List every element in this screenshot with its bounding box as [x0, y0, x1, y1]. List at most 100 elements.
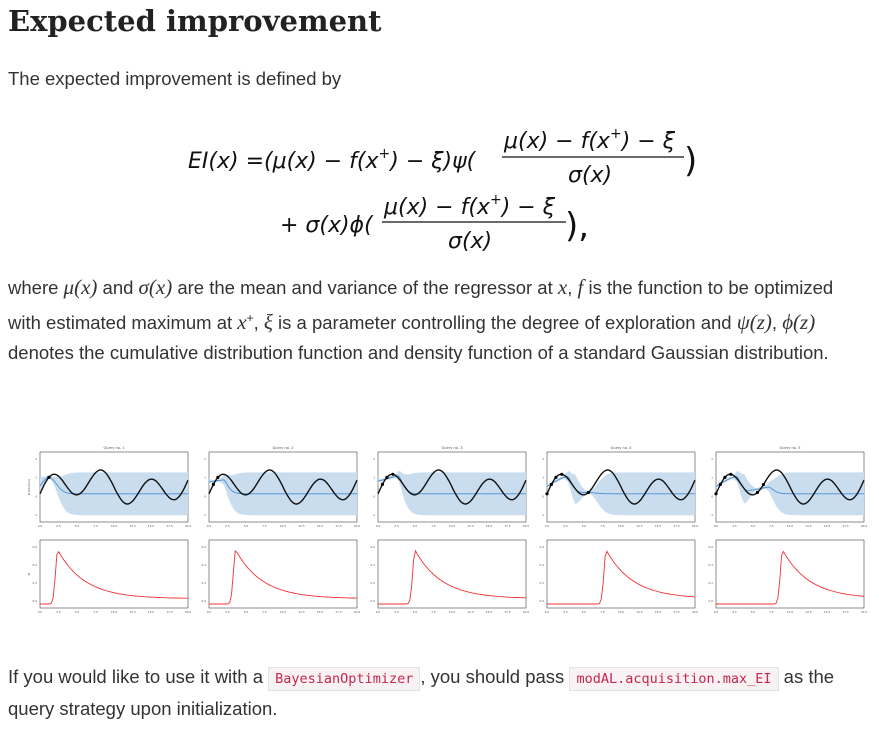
y-tick-label: 0.4: [33, 563, 38, 567]
x-tick-label: 10.0: [618, 524, 624, 528]
top-y-axis-label: Predictions: [27, 478, 31, 495]
y-tick-label: 0.6: [709, 545, 714, 549]
x-tick-label: 5.0: [582, 524, 587, 528]
y-tick-label: -1: [541, 513, 544, 517]
expected-improvement-curve: [547, 550, 696, 605]
x-tick-label: 5.0: [413, 524, 418, 528]
x-tick-label: 5.0: [582, 610, 587, 614]
formula-frac2-denominator: σ(x): [448, 229, 492, 254]
y-tick-label: 2: [542, 457, 544, 461]
query-title: Query no. 1: [103, 446, 124, 450]
y-tick-label: -1: [34, 513, 37, 517]
x-tick-label: 0.0: [207, 524, 212, 528]
x-tick-label: 0.0: [545, 610, 550, 614]
x-tick-label: 2.5: [394, 610, 399, 614]
y-tick-label: 0.6: [371, 545, 376, 549]
x-tick-label: 0.0: [714, 524, 719, 528]
x-tick-label: 15.0: [148, 524, 154, 528]
bottom-axes-frame: [715, 539, 865, 609]
x-tick-label: 7.5: [600, 524, 605, 528]
formula-frac1-numerator: μ(x) − f(x+) − ξ: [503, 126, 676, 154]
x-tick-label: 7.5: [600, 610, 605, 614]
formula-line2-lhs: + σ(x)ϕ(: [280, 213, 374, 238]
x-tick-label: 7.5: [93, 610, 98, 614]
x-tick-label: 2.5: [732, 524, 737, 528]
query-title: Query no. 2: [272, 446, 293, 450]
y-tick-label: 0: [204, 494, 206, 498]
x-tick-label: 7.5: [769, 610, 774, 614]
true-function-line: [546, 469, 696, 505]
x-tick-label: 10.0: [111, 524, 117, 528]
f-symbol: f: [577, 275, 584, 299]
x-tick-label: 17.5: [166, 610, 172, 614]
y-tick-label: 1: [35, 476, 37, 480]
sigma-symbol: σ(x): [138, 275, 173, 299]
x-tick-label: 12.5: [805, 610, 811, 614]
max-ei-code: modAL.acquisition.max_EI: [569, 667, 779, 691]
x-tick-label: 12.5: [467, 524, 473, 528]
x-tick-label: 0.0: [38, 610, 43, 614]
y-tick-label: 0.0: [709, 599, 714, 603]
x-tick-label: 20.0: [185, 610, 191, 614]
y-tick-label: 0: [373, 494, 375, 498]
x-tick-label: 15.0: [824, 610, 830, 614]
queried-point: [729, 472, 733, 476]
y-tick-label: 2: [711, 457, 713, 461]
x-tick-label: 15.0: [317, 524, 323, 528]
x-tick-label: 5.0: [244, 524, 249, 528]
y-tick-label: -1: [203, 513, 206, 517]
x-tick-label: 0.0: [545, 524, 550, 528]
queried-point: [714, 492, 718, 496]
y-tick-label: 2: [35, 457, 37, 461]
query-title: Query no. 4: [610, 446, 632, 450]
x-tick-label: 17.5: [335, 524, 341, 528]
bayesian-optimization-figure: Query no. 10.00.02.52.55.05.07.57.510.01…: [27, 446, 867, 614]
x-tick-label: 17.5: [504, 524, 510, 528]
x-tick-label: 15.0: [317, 610, 323, 614]
x-tick-label: 7.5: [431, 610, 436, 614]
y-tick-label: 1: [373, 476, 375, 480]
formula-close-paren-comma: ),: [565, 206, 589, 246]
x-tick-label: 15.0: [486, 524, 492, 528]
queried-point: [385, 475, 389, 479]
formula-frac2-numerator: μ(x) − f(x+) − ξ: [383, 192, 556, 220]
predictive-mean-line: [39, 476, 188, 495]
formula-close-paren: ): [684, 141, 697, 181]
y-tick-label: -1: [372, 513, 375, 517]
y-tick-label: 0.4: [202, 563, 207, 567]
x-tick-label: 17.5: [842, 610, 848, 614]
x-tick-label: 7.5: [262, 610, 267, 614]
expected-improvement-curve: [716, 550, 865, 605]
queried-point: [545, 492, 549, 496]
true-function-line: [715, 469, 865, 505]
queried-point: [586, 490, 591, 495]
bottom-axes-frame: [39, 539, 189, 609]
y-tick-label: 0: [711, 494, 713, 498]
intro-paragraph: The expected improvement is defined by: [8, 68, 342, 89]
x-tick-label: 10.0: [449, 524, 455, 528]
bottom-axes-frame: [546, 539, 696, 609]
x-tick-label: 20.0: [523, 524, 529, 528]
page-title: Expected improvement: [8, 4, 382, 38]
y-tick-label: 1: [542, 476, 544, 480]
y-tick-label: 0.0: [371, 599, 376, 603]
confidence-band: [716, 471, 864, 516]
y-tick-label: 0.2: [202, 581, 207, 585]
y-tick-label: 0.2: [33, 581, 38, 585]
queried-point: [380, 482, 384, 486]
x-tick-label: 20.0: [692, 524, 698, 528]
x-tick-label: 12.5: [467, 610, 473, 614]
x-tick-label: 17.5: [504, 610, 510, 614]
y-tick-label: 0.2: [371, 581, 376, 585]
psi-symbol: ψ(z): [736, 310, 772, 335]
x-tick-label: 20.0: [185, 524, 191, 528]
y-tick-label: 1: [204, 476, 206, 480]
queried-point: [554, 475, 558, 479]
x-tick-label: 2.5: [225, 610, 230, 614]
y-tick-label: 0.4: [540, 563, 545, 567]
true-function-line: [39, 469, 189, 505]
queried-point: [216, 475, 220, 479]
y-tick-label: 0.0: [33, 599, 38, 603]
queried-point: [211, 482, 215, 486]
x-tick-label: 20.0: [861, 610, 867, 614]
